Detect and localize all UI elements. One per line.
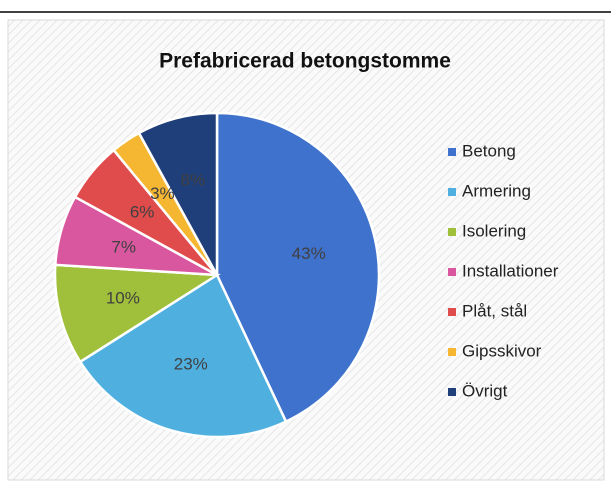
legend-swatch [448,228,456,236]
pie-slice [53,263,221,364]
data-label: 23% [174,355,208,374]
legend-label: Plåt, stål [462,301,527,320]
legend-swatch [448,348,456,356]
legend-label: Övrigt [462,381,508,400]
legend-swatch [448,188,456,196]
data-label: 43% [292,244,326,263]
legend-label: Gipsskivor [462,341,542,360]
legend-swatch [448,388,456,396]
pie-slice [137,111,219,276]
chart-title: Prefabricerad betongstomme [159,50,451,73]
legend-label: Betong [462,141,516,160]
data-label: 10% [106,289,140,308]
data-label: 7% [111,237,136,256]
pie-slice [215,111,381,424]
legend-label: Installationer [462,261,559,280]
legend-label: Armering [462,181,531,200]
legend-swatch [448,308,456,316]
legend-swatch [448,148,456,156]
data-label: 3% [150,184,175,203]
data-label: 8% [181,170,206,189]
pie-slice [78,273,288,439]
data-label: 6% [130,203,155,222]
legend-label: Isolering [462,221,526,240]
legend-swatch [448,268,456,276]
